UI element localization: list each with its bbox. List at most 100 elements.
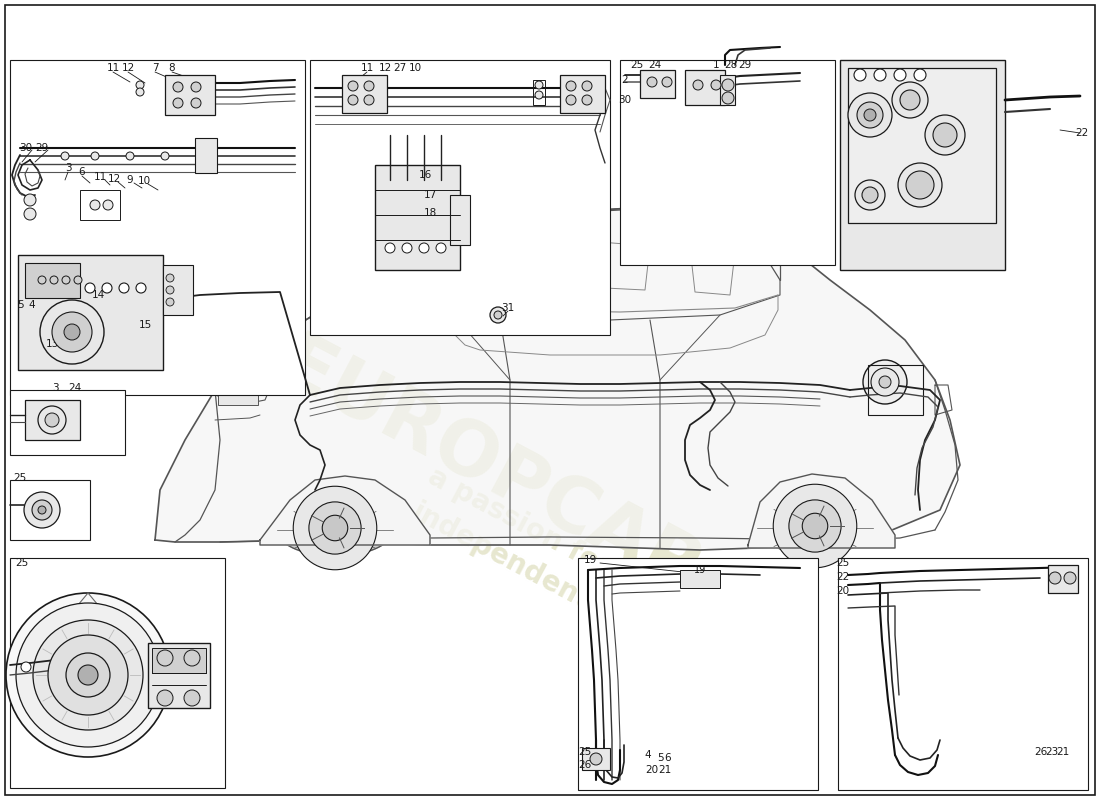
- Bar: [10, 60, 305, 395]
- Circle shape: [348, 81, 358, 91]
- Circle shape: [436, 243, 446, 253]
- Bar: [310, 60, 610, 335]
- Text: 11: 11: [361, 63, 374, 73]
- Bar: [720, 75, 735, 105]
- Circle shape: [136, 81, 144, 89]
- Bar: [165, 75, 214, 115]
- Circle shape: [157, 690, 173, 706]
- Text: 11: 11: [107, 63, 120, 73]
- Circle shape: [566, 81, 576, 91]
- Bar: [838, 558, 1088, 790]
- Text: 29: 29: [738, 60, 751, 70]
- Text: 20: 20: [836, 586, 849, 596]
- Text: 6: 6: [664, 753, 671, 763]
- Bar: [680, 570, 720, 588]
- Circle shape: [1049, 572, 1061, 584]
- Circle shape: [166, 274, 174, 282]
- Bar: [10, 558, 225, 788]
- Circle shape: [166, 298, 174, 306]
- Circle shape: [39, 276, 46, 284]
- Circle shape: [874, 69, 886, 81]
- Circle shape: [309, 502, 361, 554]
- Circle shape: [52, 312, 92, 352]
- Bar: [10, 390, 125, 455]
- Circle shape: [62, 276, 70, 284]
- Bar: [560, 75, 605, 113]
- Text: 26: 26: [1034, 747, 1047, 757]
- Circle shape: [191, 82, 201, 92]
- Circle shape: [66, 653, 110, 697]
- Bar: [163, 265, 192, 315]
- Polygon shape: [155, 208, 960, 550]
- Circle shape: [898, 163, 942, 207]
- Text: 25: 25: [630, 60, 644, 70]
- Text: 20: 20: [646, 765, 659, 775]
- Circle shape: [173, 82, 183, 92]
- Circle shape: [184, 690, 200, 706]
- Bar: [218, 387, 258, 405]
- Circle shape: [647, 77, 657, 87]
- Text: 19: 19: [694, 565, 706, 575]
- Text: EUROPCAR: EUROPCAR: [266, 327, 714, 613]
- Text: 30: 30: [618, 95, 631, 105]
- Text: 25: 25: [579, 747, 592, 757]
- Circle shape: [402, 243, 412, 253]
- Circle shape: [855, 180, 886, 210]
- Circle shape: [50, 276, 58, 284]
- Circle shape: [126, 152, 134, 160]
- Circle shape: [711, 80, 720, 90]
- Circle shape: [64, 324, 80, 340]
- Text: 12: 12: [378, 63, 392, 73]
- Circle shape: [900, 90, 920, 110]
- Text: 25: 25: [13, 473, 26, 483]
- Circle shape: [490, 307, 506, 323]
- Circle shape: [535, 81, 543, 89]
- Circle shape: [854, 69, 866, 81]
- Circle shape: [103, 200, 113, 210]
- Text: 3: 3: [65, 163, 72, 173]
- Text: 2: 2: [621, 75, 628, 85]
- Text: 28: 28: [725, 60, 738, 70]
- Circle shape: [294, 486, 377, 570]
- Circle shape: [32, 500, 52, 520]
- Polygon shape: [260, 476, 430, 545]
- Text: 29: 29: [35, 143, 48, 153]
- Text: 24: 24: [68, 383, 81, 393]
- Circle shape: [6, 593, 170, 757]
- Text: 26: 26: [579, 760, 592, 770]
- Circle shape: [1064, 572, 1076, 584]
- Circle shape: [789, 500, 842, 552]
- Polygon shape: [757, 502, 873, 554]
- Bar: [1048, 565, 1078, 593]
- Circle shape: [136, 283, 146, 293]
- Bar: [640, 70, 675, 98]
- Bar: [620, 60, 835, 265]
- Circle shape: [582, 81, 592, 91]
- Text: 3: 3: [52, 383, 58, 393]
- Circle shape: [90, 200, 100, 210]
- Bar: [10, 480, 90, 540]
- Text: 4: 4: [645, 750, 651, 760]
- Circle shape: [871, 368, 899, 396]
- Bar: [25, 263, 80, 298]
- Text: 9: 9: [126, 175, 133, 185]
- Text: 5: 5: [657, 753, 663, 763]
- Bar: [685, 70, 725, 105]
- Text: 25: 25: [836, 558, 849, 568]
- Text: 31: 31: [502, 303, 515, 313]
- Circle shape: [857, 102, 883, 128]
- Bar: [534, 80, 544, 105]
- Text: 23: 23: [1045, 747, 1058, 757]
- Circle shape: [85, 283, 95, 293]
- Text: 10: 10: [138, 176, 151, 186]
- Bar: [25, 400, 80, 440]
- Circle shape: [364, 95, 374, 105]
- Circle shape: [39, 506, 46, 514]
- Circle shape: [119, 283, 129, 293]
- Circle shape: [722, 92, 734, 104]
- Bar: [848, 68, 996, 223]
- Circle shape: [348, 95, 358, 105]
- Circle shape: [78, 665, 98, 685]
- Circle shape: [24, 208, 36, 220]
- Circle shape: [862, 187, 878, 203]
